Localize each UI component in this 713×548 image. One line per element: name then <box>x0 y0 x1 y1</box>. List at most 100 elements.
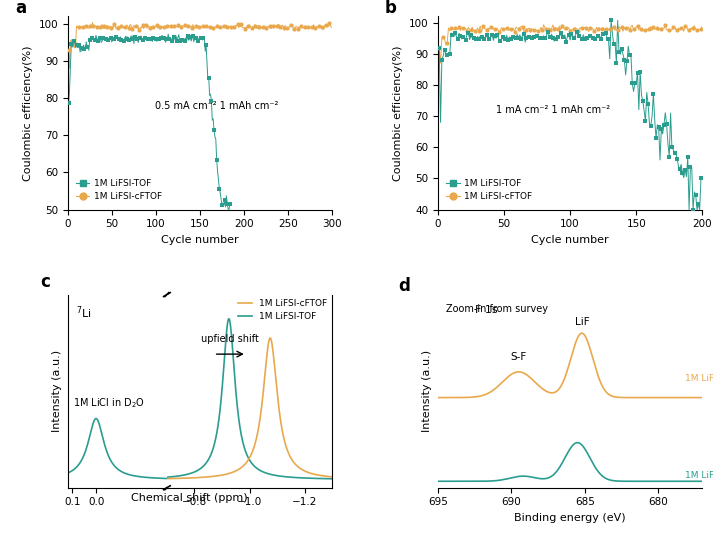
Point <box>103 36 114 44</box>
Point <box>73 41 85 50</box>
Point <box>253 22 265 31</box>
Point <box>493 27 504 36</box>
Point <box>169 33 180 42</box>
Point <box>468 33 479 42</box>
Point <box>171 37 183 45</box>
Point <box>642 100 654 109</box>
Point <box>162 22 173 31</box>
Point <box>207 24 219 33</box>
Point <box>460 35 471 44</box>
Point <box>150 35 162 43</box>
Point <box>317 23 328 32</box>
Point <box>216 201 227 209</box>
Point <box>624 51 635 60</box>
Point <box>324 19 335 28</box>
Point <box>183 22 194 31</box>
Point <box>502 36 513 45</box>
Point <box>579 34 590 43</box>
Point <box>449 24 461 32</box>
Point <box>148 34 159 43</box>
Point <box>523 33 535 42</box>
Point <box>153 35 164 44</box>
Point <box>666 142 677 151</box>
Point <box>224 199 235 208</box>
Point <box>515 35 527 43</box>
Point <box>148 22 159 31</box>
Point <box>556 22 568 31</box>
Point <box>621 57 632 66</box>
Point <box>628 25 640 34</box>
Point <box>608 40 620 49</box>
Point <box>87 33 98 42</box>
Point <box>513 24 524 33</box>
Point <box>568 33 580 42</box>
Point <box>644 24 655 33</box>
Point <box>108 35 119 44</box>
Point <box>684 163 696 172</box>
Point <box>573 27 584 36</box>
Point <box>481 31 493 39</box>
Point <box>489 25 501 34</box>
Point <box>692 26 703 35</box>
Point <box>137 36 148 44</box>
Point <box>173 21 184 30</box>
Point <box>497 32 508 41</box>
Point <box>656 125 667 134</box>
Point <box>647 23 659 32</box>
Point <box>452 34 463 43</box>
Point <box>123 24 134 33</box>
Point <box>478 35 490 43</box>
Point <box>160 35 172 43</box>
Point <box>113 35 125 44</box>
Point <box>461 26 473 35</box>
Point <box>660 21 671 30</box>
X-axis label: Cycle number: Cycle number <box>161 235 239 245</box>
Point <box>620 23 631 32</box>
Point <box>619 55 630 64</box>
Point <box>580 24 592 32</box>
Point <box>650 134 662 142</box>
Point <box>190 34 201 43</box>
Point <box>434 43 445 52</box>
Point <box>529 33 540 42</box>
Point <box>106 23 117 32</box>
Point <box>203 73 215 82</box>
Point <box>242 22 254 31</box>
Point <box>185 33 196 42</box>
Point <box>130 22 141 31</box>
Point <box>137 21 148 30</box>
Point <box>674 164 685 173</box>
Point <box>563 31 575 39</box>
Point <box>222 22 233 31</box>
Point <box>155 22 166 31</box>
Point <box>582 33 593 42</box>
Point <box>608 22 620 31</box>
Point <box>664 26 675 35</box>
Point <box>111 32 122 41</box>
Y-axis label: Coulombic efficiency(%): Coulombic efficiency(%) <box>393 45 403 181</box>
Point <box>264 22 275 31</box>
Point <box>600 28 612 37</box>
Point <box>236 20 247 29</box>
Point <box>683 25 694 34</box>
Point <box>126 35 138 43</box>
Point <box>278 24 289 32</box>
Point <box>289 24 300 33</box>
Point <box>63 45 74 54</box>
Text: 1 mA cm⁻² 1 mAh cm⁻²: 1 mA cm⁻² 1 mAh cm⁻² <box>496 105 610 115</box>
Text: Chemical shift (ppm): Chemical shift (ppm) <box>130 493 247 504</box>
Point <box>525 26 536 35</box>
Point <box>483 35 495 43</box>
Point <box>640 117 651 125</box>
Point <box>174 36 185 45</box>
Point <box>463 28 474 37</box>
Point <box>232 20 244 29</box>
Point <box>205 96 217 105</box>
Point <box>632 68 643 77</box>
Point <box>88 22 99 31</box>
Point <box>91 23 103 32</box>
Point <box>505 24 516 33</box>
Point <box>576 24 588 32</box>
Point <box>682 153 694 162</box>
Point <box>565 27 576 36</box>
